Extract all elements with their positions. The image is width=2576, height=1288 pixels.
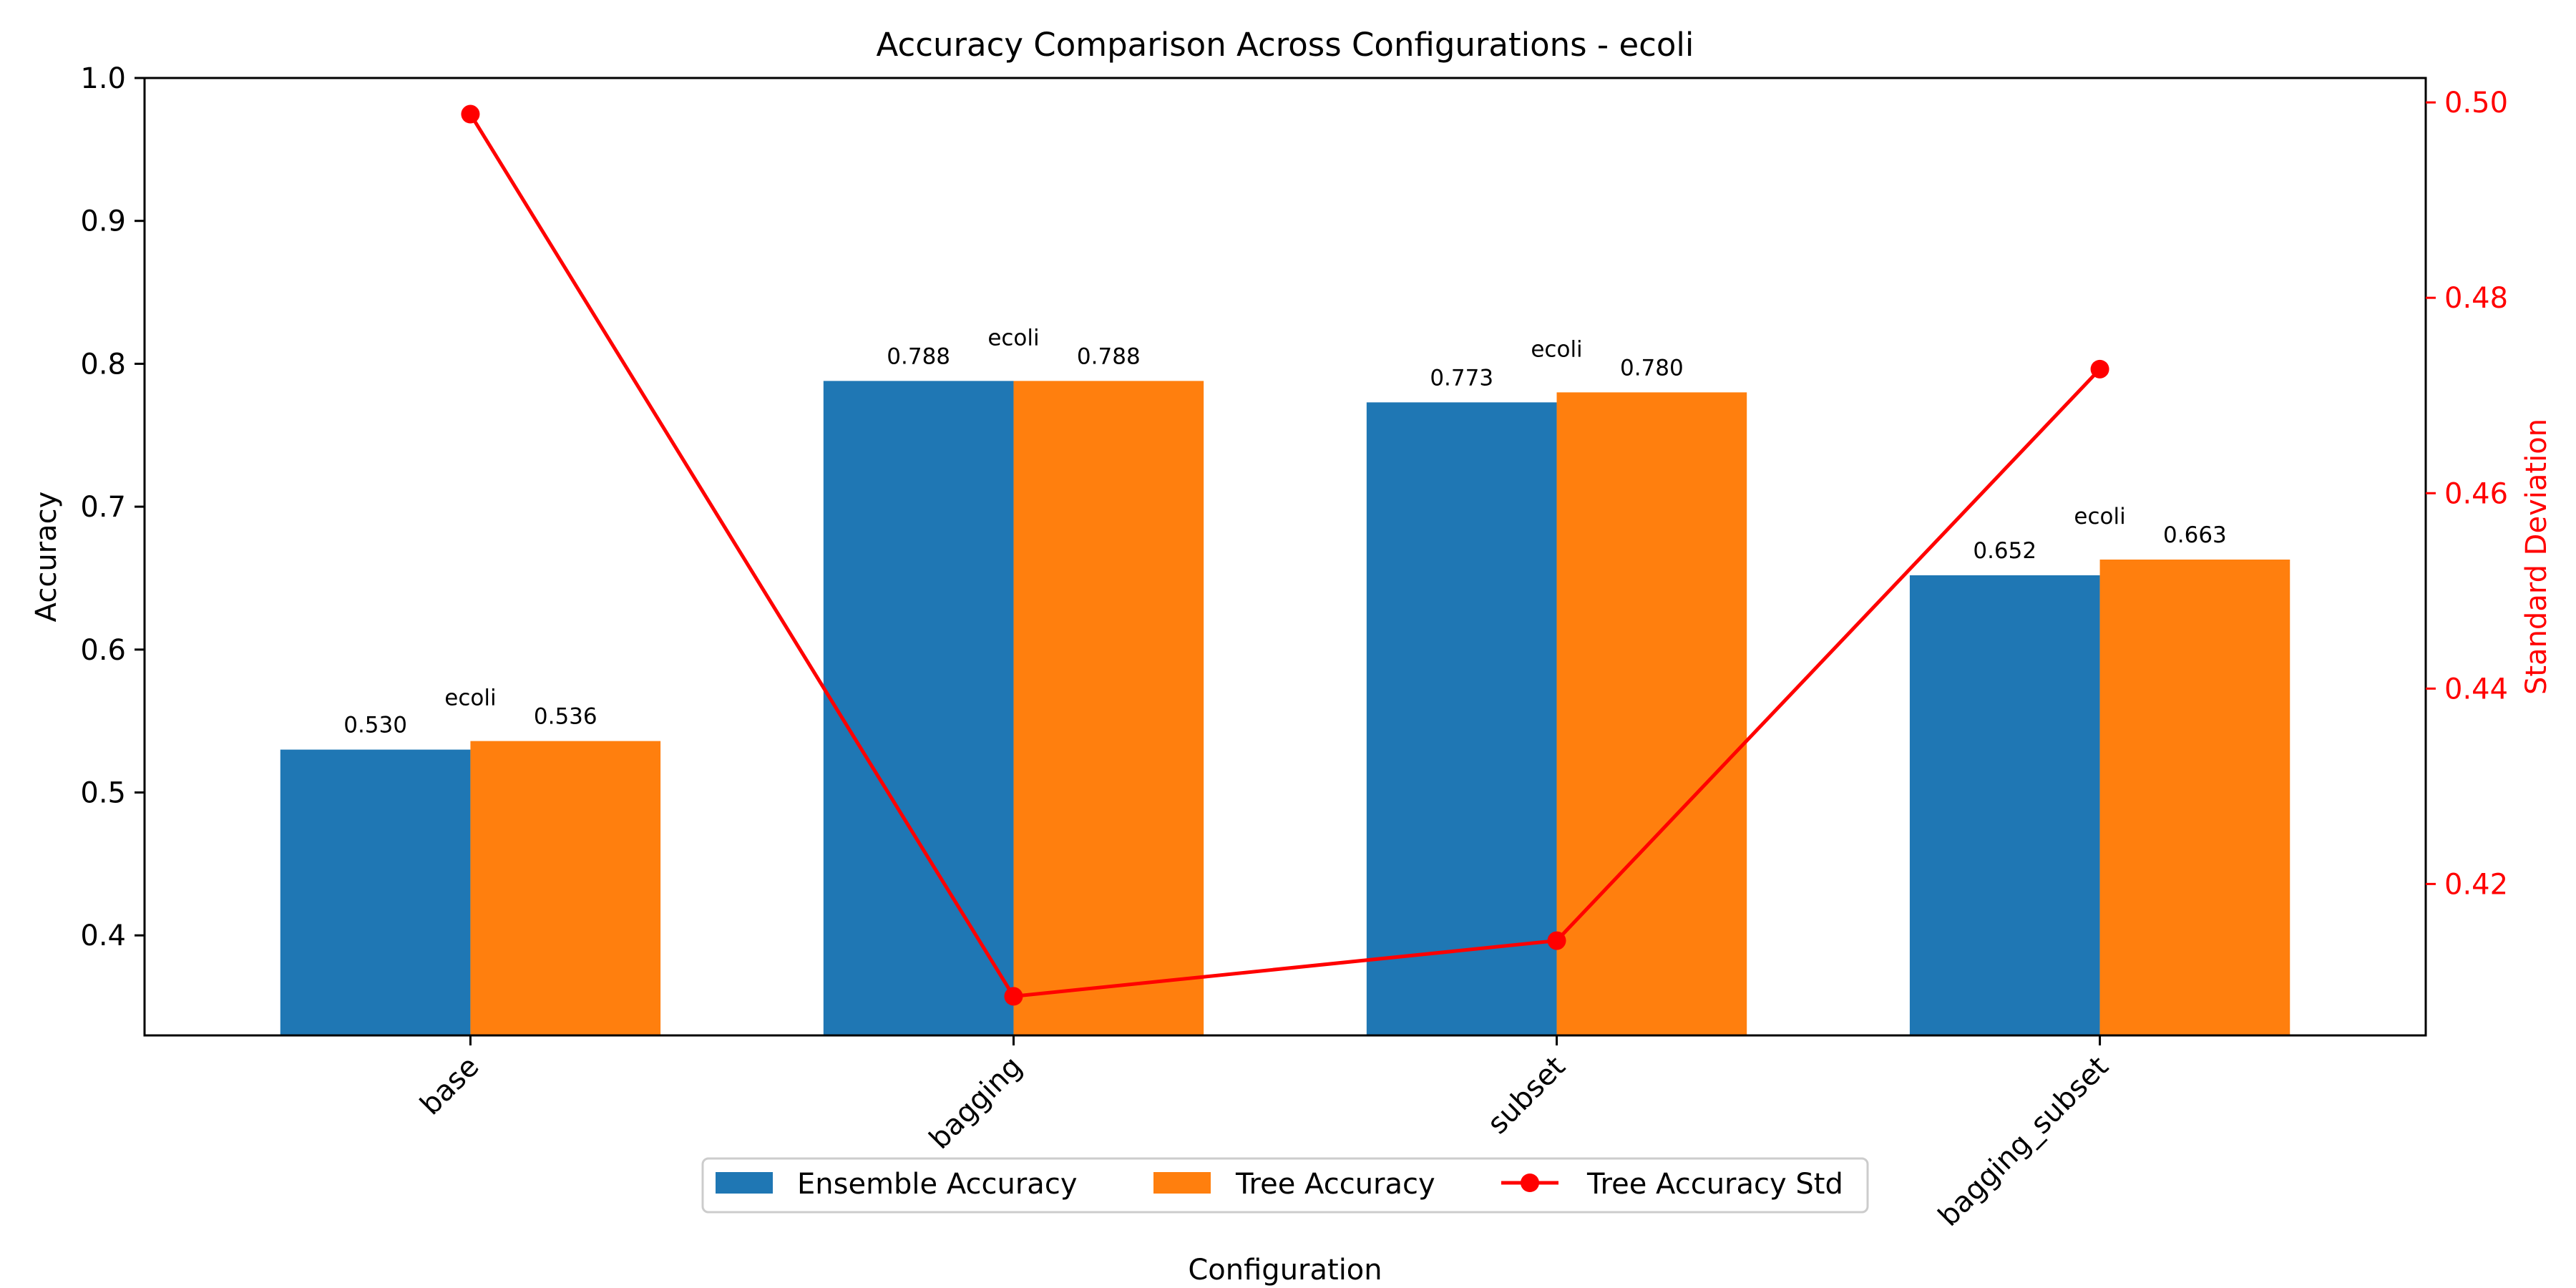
y-tick-label: 0.6: [80, 634, 126, 667]
y2-tick-label: 0.48: [2444, 282, 2508, 315]
bar-tree-bagging: [1013, 381, 1204, 1035]
bar-ensemble-subset: [1366, 402, 1557, 1035]
right-y-axis: 0.42 0.44 0.46 0.48 0.50: [2426, 87, 2508, 901]
y-tick-label: 0.7: [80, 491, 126, 524]
std-point-subset: [1547, 931, 1566, 950]
left-y-axis: 0.4 0.5 0.6 0.7 0.8 0.9 1.0: [80, 62, 145, 952]
bar-tree-subset: [1556, 392, 1747, 1035]
data-label-ensemble-bagging_subset: 0.652: [1973, 538, 2036, 564]
y-tick-label: 0.8: [80, 348, 126, 381]
y-tick-label: 0.4: [80, 919, 126, 952]
y2-tick-label: 0.42: [2444, 868, 2508, 901]
data-label-ensemble-bagging: 0.788: [887, 343, 950, 369]
std-line-layer: [461, 104, 2109, 1006]
annotation-subset: ecoli: [1531, 336, 1582, 362]
std-point-bagging_subset: [2090, 359, 2109, 379]
legend-marker-std: [1521, 1174, 1539, 1192]
y-tick-label: 0.5: [80, 777, 126, 810]
data-label-tree-base: 0.536: [534, 704, 597, 730]
y2-tick-label: 0.44: [2444, 673, 2508, 706]
bar-tree-base: [470, 741, 661, 1035]
legend-label-ensemble: Ensemble Accuracy: [797, 1168, 1077, 1201]
y2-axis-label: Standard Deviation: [2520, 419, 2553, 695]
y-tick-label: 1.0: [80, 62, 126, 95]
std-point-bagging: [1004, 987, 1023, 1006]
chart-title: Accuracy Comparison Across Configuration…: [877, 26, 1694, 64]
data-label-tree-bagging_subset: 0.663: [2163, 522, 2227, 548]
legend-swatch-ensemble: [716, 1172, 773, 1194]
y2-tick-label: 0.50: [2444, 87, 2508, 119]
data-label-tree-subset: 0.780: [1620, 355, 1684, 381]
bar-ensemble-bagging: [823, 381, 1014, 1035]
std-point-base: [461, 104, 480, 124]
bar-ensemble-base: [280, 749, 471, 1035]
plot-frame: [143, 77, 2427, 1037]
x-axis-label: Configuration: [1188, 1254, 1382, 1287]
y-axis-label: Accuracy: [30, 492, 63, 623]
bars-layer: [280, 381, 2290, 1035]
data-label-ensemble-subset: 0.773: [1430, 365, 1493, 391]
legend-label-tree: Tree Accuracy: [1235, 1168, 1435, 1201]
legend-swatch-tree: [1153, 1172, 1211, 1194]
legend: Ensemble Accuracy Tree Accuracy Tree Acc…: [701, 1157, 1869, 1214]
std-line: [469, 113, 2102, 999]
legend-label-std: Tree Accuracy Std: [1586, 1168, 1843, 1201]
data-label-tree-bagging: 0.788: [1077, 343, 1141, 369]
annotation-bagging: ecoli: [987, 325, 1039, 351]
bar-tree-bagging_subset: [2099, 559, 2290, 1035]
data-label-ensemble-base: 0.530: [343, 713, 407, 738]
y-tick-label: 0.9: [80, 205, 126, 238]
legend-frame: [701, 1157, 1869, 1214]
y2-tick-label: 0.46: [2444, 477, 2508, 510]
annotation-base: ecoli: [444, 686, 496, 711]
data-labels-layer: 0.530 0.788 0.773 0.652 0.536 0.788 0.780 0.663…: [343, 325, 2227, 738]
bar-ensemble-bagging_subset: [1909, 575, 2100, 1035]
annotation-bagging_subset: ecoli: [2074, 504, 2125, 530]
